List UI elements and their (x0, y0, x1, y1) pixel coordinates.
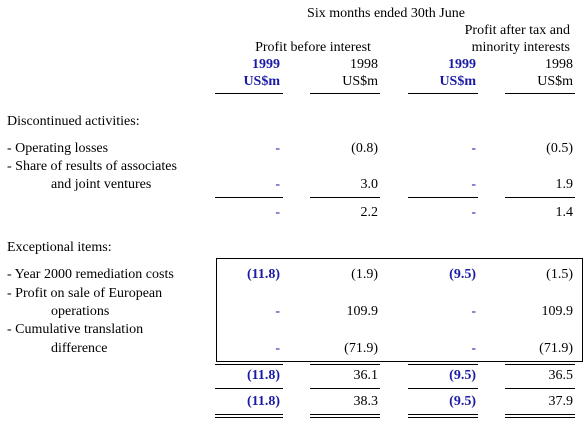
cell: - (275, 304, 280, 319)
exceptional-heading: Exceptional items: (7, 240, 112, 255)
exc-rule-1 (215, 364, 283, 365)
col-pat-1999-unit: US$m (439, 74, 476, 89)
cell: (9.5) (449, 368, 476, 383)
cell: (1.9) (351, 267, 378, 282)
cell: (0.8) (351, 141, 378, 156)
cell: - (275, 177, 280, 192)
cell: - (471, 177, 476, 192)
cell: - (275, 205, 280, 220)
row-y2k-label: - Year 2000 remediation costs (7, 267, 174, 282)
exc-rule-3 (408, 364, 478, 365)
total-rule-1 (215, 388, 283, 389)
row-translation-label-cont: difference (51, 341, 108, 356)
cell: (0.5) (546, 141, 573, 156)
cell: 2.2 (360, 205, 379, 220)
total-rule-3 (408, 388, 478, 389)
cell: 36.5 (548, 368, 574, 383)
cell: (71.9) (344, 341, 378, 356)
cell: 37.9 (548, 394, 574, 409)
cell: (71.9) (539, 341, 573, 356)
cell: (11.8) (246, 267, 280, 282)
exc-rule-4 (505, 364, 575, 365)
cell: 1.4 (555, 205, 574, 220)
cell: (9.5) (449, 267, 476, 282)
row-european-label: - Profit on sale of European (7, 286, 163, 301)
col-pat-1999-year: 1999 (448, 57, 476, 72)
exc-rule-2 (310, 364, 380, 365)
row-translation-label: - Cumulative translation (7, 322, 144, 337)
cell: 1.9 (555, 177, 574, 192)
double-rule-3b (408, 417, 478, 418)
cell: 3.0 (360, 177, 379, 192)
cell: - (471, 205, 476, 220)
col-pat-1998-year: 1998 (545, 57, 573, 72)
col-pat-1998-unit: US$m (537, 74, 573, 89)
cell: (9.5) (449, 394, 476, 409)
group1-heading: Profit before interest (255, 40, 371, 55)
cell: 109.9 (346, 304, 379, 319)
cell: - (275, 141, 280, 156)
cell: (11.8) (246, 368, 280, 383)
subtotal-rule-2 (310, 197, 380, 198)
discontinued-heading: Discontinued activities: (7, 114, 140, 129)
double-rule-2a (310, 414, 380, 415)
cell: (11.8) (246, 394, 280, 409)
total-rule-2 (310, 388, 380, 389)
row-associates-label: - Share of results of associates (7, 159, 177, 174)
subtotal-rule-4 (505, 197, 575, 198)
subtotal-rule-1 (215, 197, 283, 198)
double-rule-1b (215, 417, 283, 418)
row-associates-label-cont: and joint ventures (51, 177, 152, 192)
col-pbi-1999-unit: US$m (243, 74, 280, 89)
double-rule-4a (505, 414, 575, 415)
exceptional-box (216, 258, 583, 362)
cell: - (471, 304, 476, 319)
col-pbi-1998-unit: US$m (342, 74, 378, 89)
group2-heading-line1: Profit after tax and (464, 23, 570, 38)
cell: 36.1 (353, 368, 379, 383)
double-rule-2b (310, 417, 380, 418)
double-rule-3a (408, 414, 478, 415)
cell: 38.3 (353, 394, 379, 409)
header-rule-2 (310, 93, 380, 94)
total-rule-4 (505, 388, 575, 389)
header-rule-3 (408, 93, 478, 94)
header-rule-1 (215, 93, 283, 94)
period-heading: Six months ended 30th June (307, 6, 465, 21)
double-rule-1a (215, 414, 283, 415)
subtotal-rule-3 (408, 197, 478, 198)
cell: - (471, 341, 476, 356)
col-pbi-1998-year: 1998 (350, 57, 378, 72)
cell: (1.5) (546, 267, 573, 282)
col-pbi-1999-year: 1999 (252, 57, 280, 72)
double-rule-4b (505, 417, 575, 418)
cell: - (471, 141, 476, 156)
group2-heading-line2: minority interests (471, 40, 570, 55)
header-rule-4 (505, 93, 575, 94)
row-european-label-cont: operations (51, 304, 110, 319)
cell: 109.9 (541, 304, 574, 319)
cell: - (275, 341, 280, 356)
row-operating-losses-label: - Operating losses (7, 141, 109, 156)
